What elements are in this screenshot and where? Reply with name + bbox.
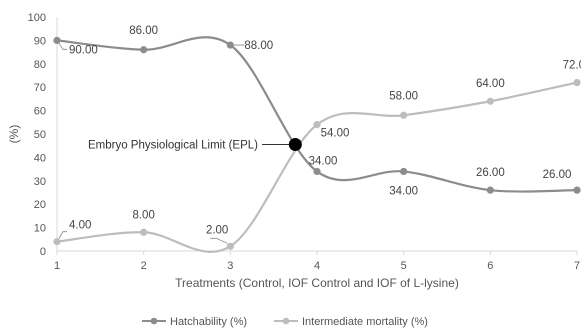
data-label: 72.00: [563, 60, 581, 72]
y-tick-label: 50: [34, 129, 46, 141]
data-point: [400, 168, 407, 175]
legend-group: Hatchability (%) Intermediate mortality (…: [142, 316, 428, 328]
y-tick-label: 30: [34, 176, 46, 188]
data-label: 26.00: [476, 167, 505, 179]
data-point: [487, 187, 494, 194]
data-point: [53, 238, 60, 245]
x-tick-label: 5: [401, 260, 407, 272]
y-tick-label: 0: [40, 246, 46, 258]
label-leader-line: [59, 43, 67, 49]
y-tick-label: 40: [34, 152, 46, 164]
data-point: [140, 229, 147, 236]
y-tick-label: 70: [34, 82, 46, 94]
x-tick-label: 6: [487, 260, 493, 272]
label-leader-line: [59, 232, 67, 239]
data-point: [573, 187, 580, 194]
data-labels-group: 90.00 86.00 88.00 34.00 34.00 26.00 26.00 4.00 8…: [59, 25, 581, 244]
y-tick-label: 60: [34, 106, 46, 118]
x-tick-label: 2: [141, 260, 147, 272]
data-label: 34.00: [309, 155, 338, 167]
data-label: 54.00: [321, 128, 350, 140]
data-point: [313, 121, 320, 128]
y-tick-label: 20: [34, 199, 46, 211]
data-point: [573, 79, 580, 86]
y-tick-label: 90: [34, 35, 46, 47]
label-leader-line: [210, 238, 227, 243]
x-tick-label: 7: [574, 260, 580, 272]
data-label: 64.00: [476, 78, 505, 90]
data-label: 90.00: [69, 44, 98, 56]
y-tick-label: 80: [34, 59, 46, 71]
data-label: 34.00: [389, 185, 418, 197]
epl-marker: [289, 138, 302, 151]
legend-swatch-marker: [151, 318, 158, 325]
data-label: 26.00: [543, 169, 572, 181]
data-point: [400, 112, 407, 119]
legend-swatch-marker: [283, 318, 290, 325]
data-point: [487, 98, 494, 105]
x-axis-title: Treatments (Control, IOF Control and IOF…: [175, 276, 459, 290]
data-label: 88.00: [244, 40, 273, 52]
y-axis-title: (%): [7, 125, 21, 144]
x-tick-label: 3: [227, 260, 233, 272]
data-point: [53, 37, 60, 44]
data-label: 4.00: [69, 220, 91, 232]
data-point: [227, 243, 234, 250]
y-tick-label: 10: [34, 223, 46, 235]
legend-label: Intermediate mortality (%): [302, 316, 428, 328]
legend-label: Hatchability (%): [170, 316, 247, 328]
annotation-group: Embryo Physiological Limit (EPL): [88, 138, 302, 152]
y-tick-label: 100: [28, 12, 46, 24]
annotation-text: Embryo Physiological Limit (EPL): [88, 140, 258, 152]
data-point: [313, 168, 320, 175]
x-tick-label: 4: [314, 260, 320, 272]
data-label: 8.00: [132, 209, 154, 221]
data-point: [140, 46, 147, 53]
data-label: 58.00: [389, 90, 418, 102]
data-label: 2.00: [206, 224, 228, 236]
x-tick-label: 1: [54, 260, 60, 272]
data-label: 86.00: [129, 25, 158, 37]
